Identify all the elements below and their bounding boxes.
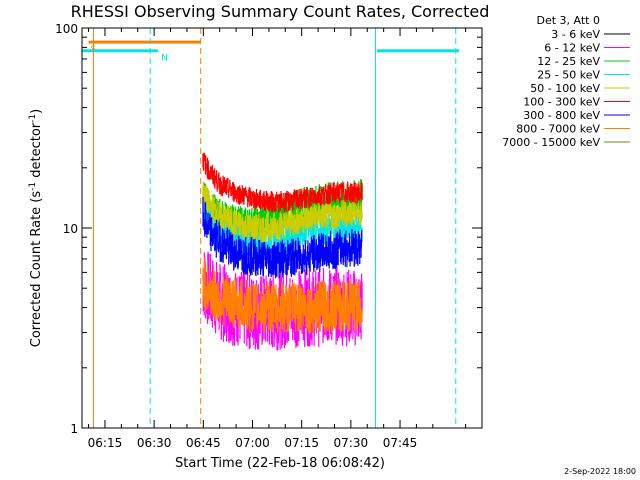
y-tick-label: 100 [55,22,78,36]
x-tick-label: 07:15 [284,436,319,450]
legend-label: 25 - 50 keV [537,69,600,82]
y-axis-label-sup1: -1 [28,182,38,191]
series-line [202,257,363,335]
legend-label: 50 - 100 keV [530,82,600,95]
legend-label: 6 - 12 keV [544,42,600,55]
y-axis: 1 10 100 [55,22,482,436]
legend-label: 12 - 25 keV [537,55,600,68]
x-tick-label: 07:45 [383,436,418,450]
y-axis-label-end: ) [29,109,44,114]
series-line [202,197,363,279]
y-axis-label-sup2: -1 [28,114,38,123]
chart-title: RHESSI Observing Summary Count Rates, Co… [71,2,490,21]
x-tick-label: 06:30 [137,436,172,450]
y-tick-label: 1 [70,422,78,436]
y-tick-label: 10 [63,222,78,236]
y-axis-label-mid: detector [29,122,44,182]
legend-label: 3 - 6 keV [551,28,600,41]
legend-label: 100 - 300 keV [523,96,600,109]
x-tick-label: 06:45 [186,436,221,450]
legend-label: 7000 - 15000 keV [502,136,600,149]
flag-label: N [161,54,168,64]
x-tick-label: 07:30 [334,436,369,450]
series-line [202,181,363,243]
legend-header: Det 3, Att 0 [537,14,601,27]
plot-area [202,152,363,351]
x-axis: 06:15 06:30 06:45 07:00 07:15 07:30 07:45 [88,28,467,450]
footer-timestamp: 2-Sep-2022 18:00 [564,467,636,476]
x-tick-label: 06:15 [88,436,123,450]
legend-label: 800 - 7000 keV [516,123,600,136]
x-tick-label: 07:00 [235,436,270,450]
legend-label: 300 - 800 keV [523,109,600,122]
y-axis-label: Corrected Count Rate (s-1 detector-1) [28,109,44,347]
x-axis-label: Start Time (22-Feb-18 06:08:42) [175,456,385,471]
series-line [202,152,363,213]
flag-layer: SN [82,40,460,64]
vline-layer [92,28,457,428]
y-axis-label-main: Corrected Count Rate (s [29,191,44,348]
